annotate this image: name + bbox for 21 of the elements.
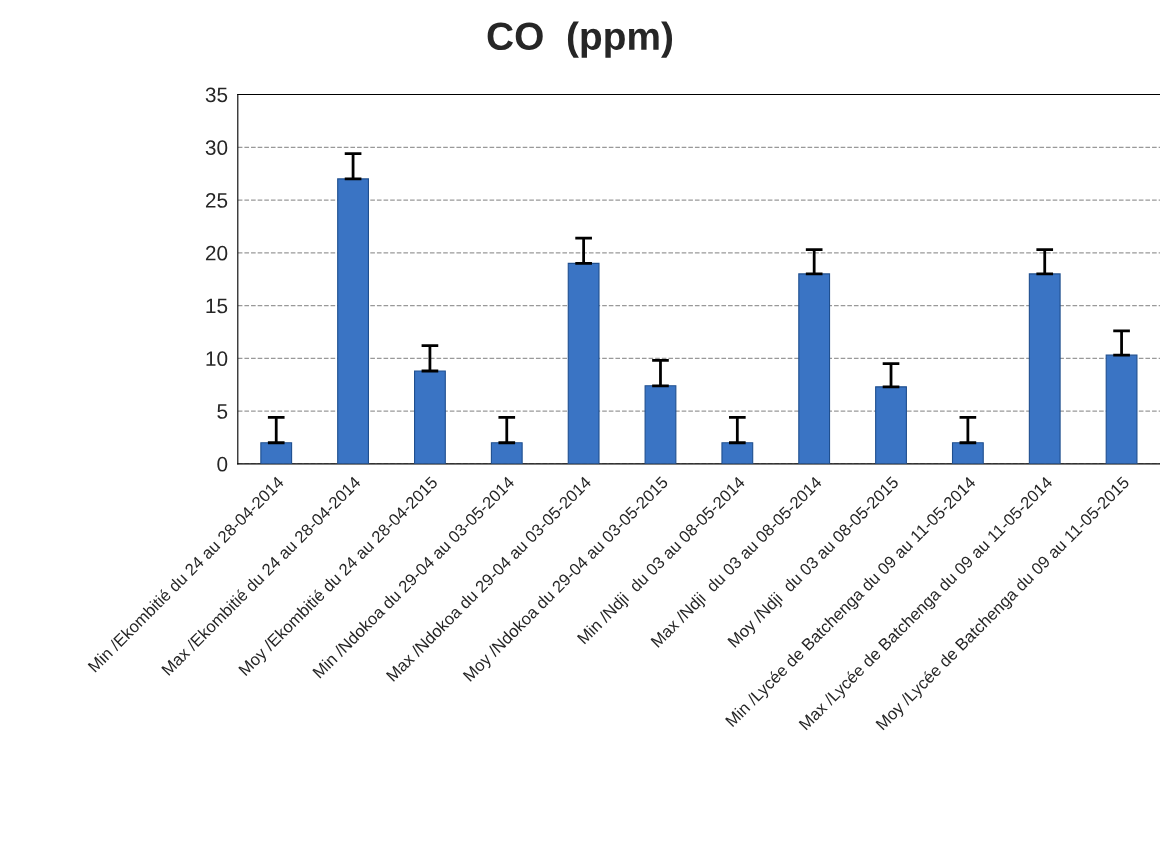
y-tick-label: 30 [205, 140, 228, 156]
bar [260, 442, 293, 464]
bar [951, 442, 984, 464]
y-tick-label: 0 [217, 456, 228, 472]
bar [875, 386, 907, 464]
y-tick-label: 5 [217, 404, 228, 419]
y-tick-label: 10 [206, 351, 228, 367]
chart-title: CO (ppm) [487, 21, 673, 58]
y-tick-label: 20 [205, 245, 228, 261]
bar [721, 442, 754, 464]
y-tick-label: 35 [205, 87, 228, 103]
bar [798, 273, 831, 464]
bar [337, 178, 369, 464]
bar [1105, 354, 1138, 464]
bar [413, 370, 446, 464]
y-tick-label: 15 [206, 298, 228, 314]
bar [644, 385, 677, 464]
bar [1028, 273, 1061, 464]
y-tick-label: 25 [205, 193, 228, 208]
bar [567, 262, 600, 464]
bar [490, 442, 523, 464]
